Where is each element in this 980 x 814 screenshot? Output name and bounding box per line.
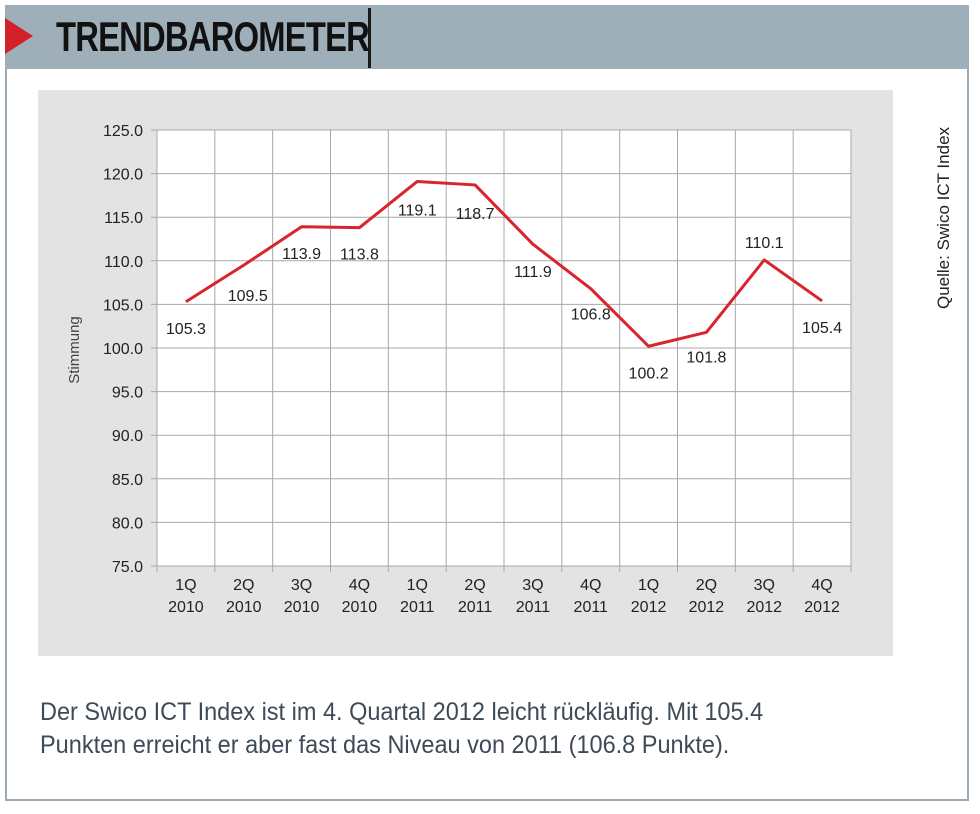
x-tick-label: 4Q 2011 — [574, 577, 609, 616]
y-axis-label: Stimmung — [66, 316, 83, 384]
data-labels: 105.3 109.5 113.9 113.8 119.1 118.7 111.9 106.8… — [166, 202, 842, 382]
title-divider — [368, 8, 371, 68]
data-label: 106.8 — [571, 307, 611, 324]
data-label: 105.3 — [166, 321, 206, 338]
series-line — [185, 179, 823, 348]
x-tick-label: 2Q 2010 — [226, 577, 262, 616]
x-tick-label: 1Q 2010 — [168, 577, 204, 616]
x-tick-label: 2Q 2011 — [458, 577, 493, 616]
data-label: 101.8 — [686, 349, 726, 366]
x-tick-label: 1Q 2011 — [400, 577, 435, 616]
y-tick-label: 105.0 — [103, 297, 143, 314]
source-note: Quelle: Swico ICT Index — [934, 126, 953, 310]
y-tick-label: 80.0 — [112, 515, 143, 532]
page-title: TRENDBAROMETER — [56, 13, 370, 60]
y-tick-label: 85.0 — [112, 472, 143, 489]
y-tick-label: 100.0 — [103, 341, 143, 358]
y-tick-label: 110.0 — [104, 254, 143, 271]
data-label: 113.9 — [282, 246, 321, 263]
x-tick-label: 3Q 2012 — [746, 577, 782, 616]
x-tick-label: 2Q 2012 — [689, 577, 725, 616]
data-label: 111.9 — [514, 264, 552, 281]
y-axis-ticks: 75.0 80.0 85.0 90.0 95.0 100.0 105.0 110.0 115.0… — [103, 123, 143, 576]
data-label: 110.1 — [745, 235, 784, 252]
data-label: 118.7 — [456, 206, 495, 223]
x-tick-label: 3Q 2011 — [516, 577, 551, 616]
data-label: 119.1 — [398, 202, 437, 219]
y-tick-label: 120.0 — [103, 167, 143, 184]
x-tick-label: 3Q 2010 — [284, 577, 320, 616]
y-tick-label: 115.0 — [104, 210, 143, 227]
header-bar — [5, 5, 969, 69]
x-tick-label: 4Q 2012 — [804, 577, 840, 616]
y-tick-label: 125.0 — [103, 123, 143, 140]
y-tick-label: 75.0 — [112, 559, 143, 576]
x-tick-label: 4Q 2010 — [342, 577, 378, 616]
y-tick-label: 95.0 — [112, 385, 143, 402]
gridlines — [151, 129, 852, 572]
data-label: 105.4 — [802, 320, 842, 337]
data-label: 109.5 — [228, 288, 268, 305]
header-arrow-icon — [5, 18, 33, 54]
y-tick-label: 90.0 — [112, 428, 143, 445]
data-label: 100.2 — [629, 365, 669, 382]
caption: Der Swico ICT Index ist im 4. Quartal 20… — [40, 696, 950, 762]
caption-line-1: Der Swico ICT Index ist im 4. Quartal 20… — [40, 698, 764, 726]
caption-line-2: Punkten erreicht er aber fast das Niveau… — [40, 731, 730, 759]
x-tick-label: 1Q 2012 — [631, 577, 667, 616]
x-axis-ticks: 1Q 2010 2Q 2010 3Q 2010 4Q 2010 1Q 2011 2Q 2011 3Q 20… — [168, 577, 840, 616]
data-label: 113.8 — [340, 247, 379, 264]
